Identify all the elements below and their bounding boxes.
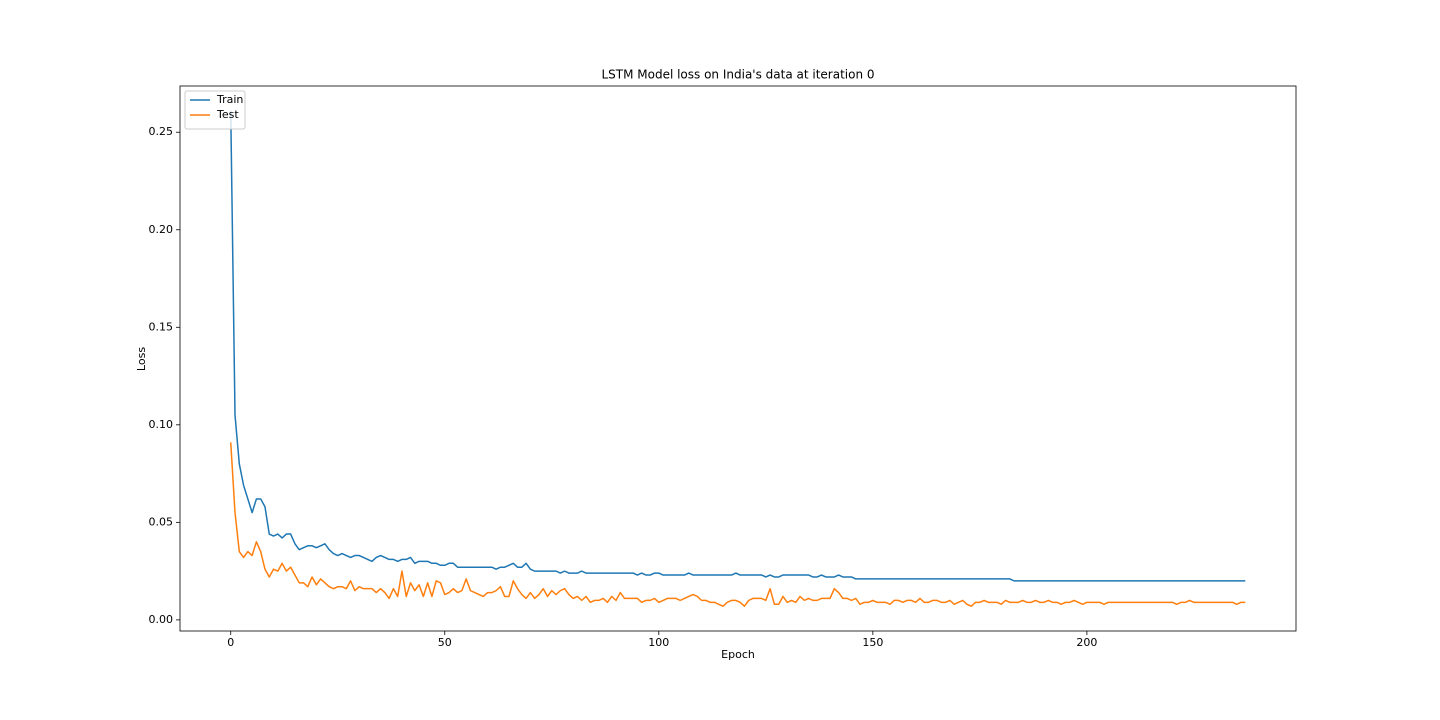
legend-label: Train bbox=[216, 93, 243, 106]
x-tick-label: 0 bbox=[227, 636, 234, 649]
y-axis-label: Loss bbox=[135, 347, 148, 371]
plot-frame bbox=[179, 85, 1297, 632]
line-series bbox=[229, 110, 1246, 582]
y-tick-label: 0.10 bbox=[149, 418, 174, 431]
x-tick-label: 100 bbox=[648, 636, 669, 649]
y-tick-label: 0.05 bbox=[149, 515, 174, 528]
y-tick-label: 0.15 bbox=[149, 320, 174, 333]
x-tick-label: 200 bbox=[1076, 636, 1097, 649]
y-tick-label: 0.20 bbox=[149, 223, 174, 236]
x-tick-label: 50 bbox=[438, 636, 452, 649]
x-axis-label: Epoch bbox=[721, 648, 755, 661]
line-series bbox=[229, 442, 1246, 607]
y-tick-label: 0.00 bbox=[149, 613, 174, 626]
x-tick-label: 150 bbox=[862, 636, 883, 649]
y-tick-label: 0.25 bbox=[149, 125, 174, 138]
legend-label: Test bbox=[216, 108, 239, 121]
chart-title: LSTM Model loss on India's data at itera… bbox=[601, 68, 874, 82]
